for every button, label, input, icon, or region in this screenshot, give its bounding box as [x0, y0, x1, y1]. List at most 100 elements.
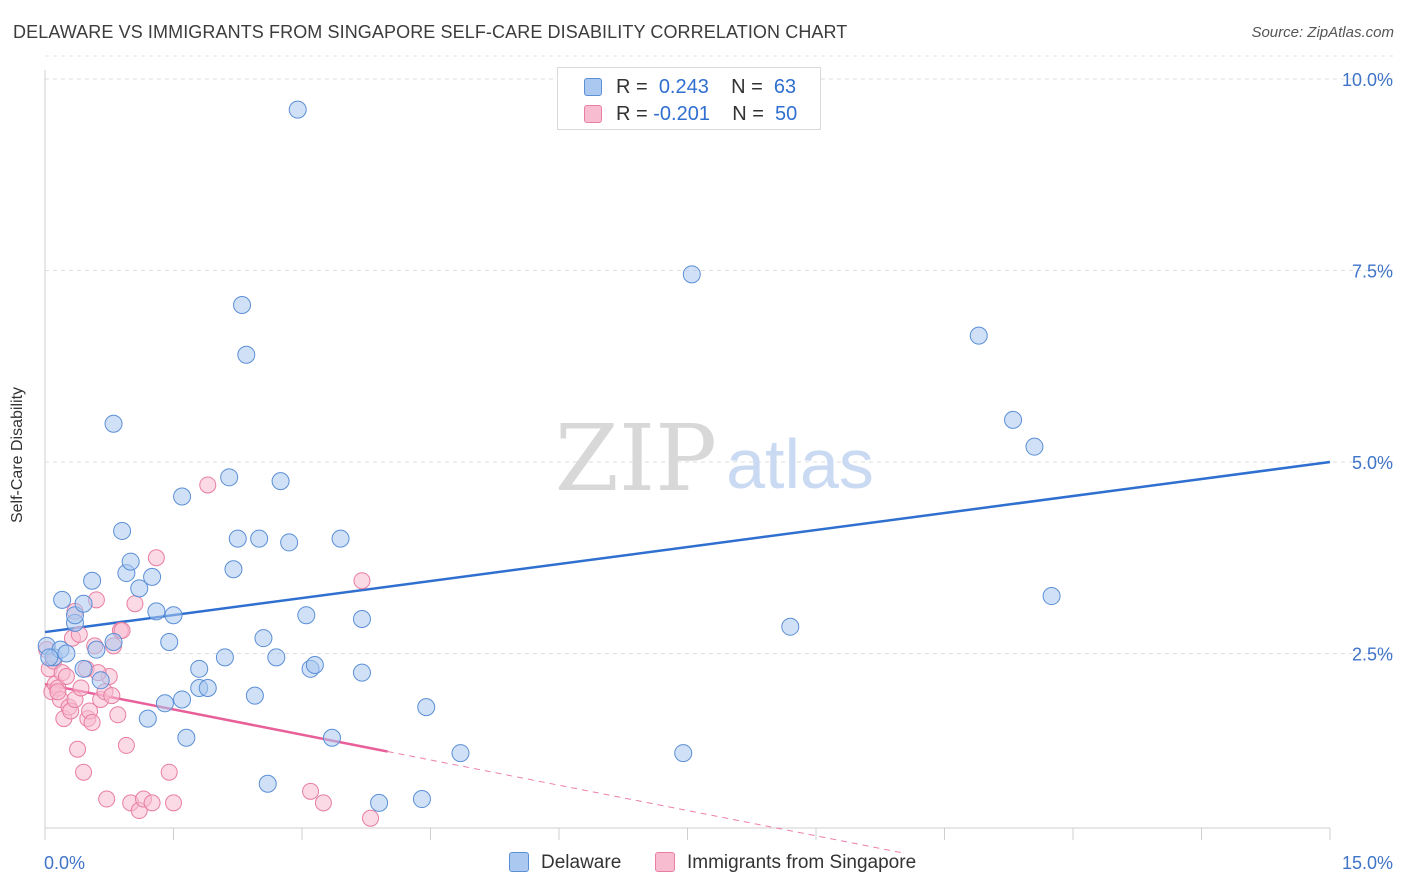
delaware-point	[57, 644, 76, 663]
delaware-point	[104, 414, 123, 433]
singapore-swatch	[584, 105, 602, 123]
delaware-point	[781, 617, 800, 636]
delaware-point	[91, 671, 110, 690]
delaware-point	[674, 744, 693, 763]
delaware-point	[228, 529, 247, 548]
delaware-point	[1004, 410, 1023, 429]
watermark: ZIP atlas	[555, 405, 874, 512]
singapore-point	[199, 476, 217, 494]
singapore-point	[362, 809, 380, 827]
singapore-point	[83, 713, 101, 731]
delaware-point	[40, 648, 59, 667]
delaware-swatch	[584, 78, 602, 96]
delaware-legend-swatch	[509, 852, 529, 872]
n-value: 50	[775, 103, 798, 125]
delaware-point	[352, 663, 371, 682]
delaware-point	[322, 728, 341, 747]
r-label: R =	[616, 76, 648, 98]
delaware-point	[288, 100, 307, 119]
axes	[44, 70, 1331, 840]
delaware-point	[177, 728, 196, 747]
y-axis-label: Self-Care Disability	[9, 386, 26, 524]
delaware-point	[412, 790, 431, 809]
singapore-point	[143, 794, 161, 812]
delaware-point	[160, 633, 179, 652]
delaware-point	[147, 602, 166, 621]
delaware-point	[113, 521, 132, 540]
delaware-point	[233, 295, 252, 314]
stats-legend: R = 0.243 N = 63 R = -0.201 N = 50	[557, 67, 821, 130]
delaware-point	[143, 567, 162, 586]
delaware-point	[370, 793, 389, 812]
delaware-point	[969, 326, 988, 345]
legend-label: Delaware	[541, 852, 622, 873]
data-points	[37, 100, 1061, 827]
r-label: R =	[616, 103, 648, 125]
delaware-point	[451, 744, 470, 763]
n-label: N =	[732, 103, 764, 125]
x-tick-label: 15.0%	[1342, 853, 1393, 873]
delaware-point	[121, 552, 140, 571]
delaware-point	[173, 487, 192, 506]
delaware-point	[87, 640, 106, 659]
delaware-point	[417, 698, 436, 717]
singapore-point	[126, 595, 144, 613]
n-label: N =	[731, 76, 763, 98]
tick-labels: 2.5% 5.0% 7.5% 10.0% 0.0% 15.0%	[44, 70, 1393, 873]
trend-lines	[44, 460, 1331, 854]
delaware-trend-line	[44, 460, 1331, 634]
singapore-point	[72, 679, 90, 697]
delaware-point	[224, 560, 243, 579]
singapore-point	[49, 683, 67, 701]
chart-title: DELAWARE VS IMMIGRANTS FROM SINGAPORE SE…	[13, 22, 848, 42]
watermark-zip: ZIP	[555, 405, 717, 512]
delaware-point	[198, 678, 217, 697]
y-tick-label: 10.0%	[1342, 70, 1393, 90]
delaware-point	[155, 694, 174, 713]
singapore-point	[103, 687, 121, 705]
source-credit: Source: ZipAtlas.com	[1251, 24, 1394, 41]
legend-label: Immigrants from Singapore	[687, 852, 917, 873]
stats-row-singapore: R = -0.201 N = 50	[558, 101, 820, 129]
delaware-point	[1025, 437, 1044, 456]
singapore-point	[117, 736, 135, 754]
n-value: 63	[773, 76, 797, 98]
delaware-point	[245, 686, 264, 705]
delaware-point	[297, 606, 316, 625]
delaware-point	[104, 633, 123, 652]
delaware-point	[331, 529, 350, 548]
watermark-atlas: atlas	[726, 425, 874, 503]
series-legend: Delaware Immigrants from Singapore	[0, 850, 1406, 878]
singapore-point	[69, 740, 87, 758]
singapore-point	[109, 706, 127, 724]
delaware-point	[267, 648, 286, 667]
delaware-point	[173, 690, 192, 709]
singapore-point	[57, 667, 75, 685]
delaware-point	[130, 579, 149, 598]
y-tick-label: 2.5%	[1352, 645, 1393, 665]
stats-row-delaware: R = 0.243 N = 63	[558, 74, 820, 102]
singapore-point	[165, 794, 182, 812]
delaware-point	[1042, 587, 1061, 606]
delaware-point	[237, 345, 256, 364]
r-value: -0.201	[653, 103, 710, 125]
singapore-point	[75, 763, 93, 781]
singapore-point	[314, 794, 332, 812]
singapore-trend-extension	[387, 751, 902, 854]
delaware-point	[254, 629, 273, 648]
singapore-point	[160, 763, 178, 781]
r-value: 0.243	[658, 76, 709, 98]
delaware-point	[271, 472, 290, 491]
y-tick-label: 5.0%	[1352, 453, 1393, 473]
delaware-point	[682, 265, 701, 284]
x-tick-label: 0.0%	[44, 853, 85, 873]
delaware-point	[190, 659, 209, 678]
y-tick-label: 7.5%	[1352, 262, 1393, 282]
singapore-point	[353, 572, 371, 590]
delaware-point	[305, 655, 324, 674]
singapore-point	[302, 782, 320, 800]
delaware-point	[258, 774, 277, 793]
delaware-point	[138, 709, 157, 728]
delaware-point	[83, 571, 102, 590]
